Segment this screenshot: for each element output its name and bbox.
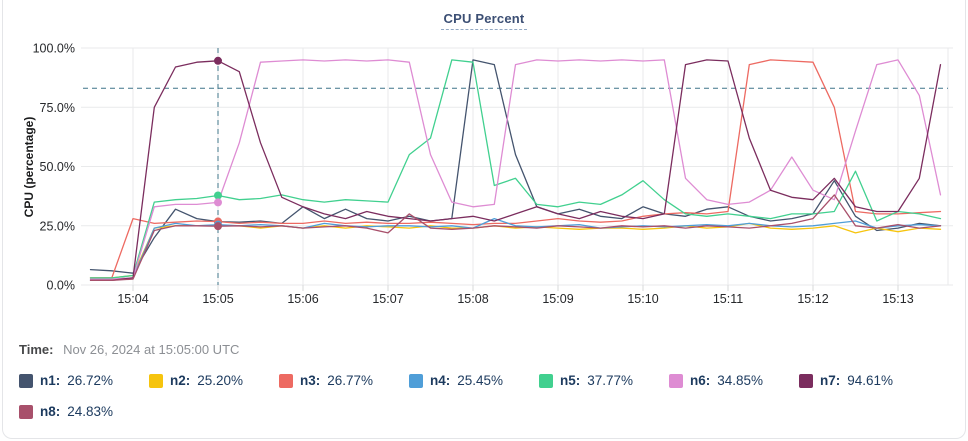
svg-text:15:08: 15:08 (457, 292, 488, 306)
time-value: Nov 26, 2024 at 15:05:00 UTC (63, 342, 240, 357)
crosshair-dot-n8 (214, 222, 222, 231)
legend-item[interactable]: n8: 24.83% (19, 404, 123, 419)
legend-item[interactable]: n6: 34.85% (669, 373, 773, 388)
legend-item[interactable]: n2: 25.20% (149, 373, 253, 388)
legend-swatch-icon (799, 373, 813, 388)
legend-series-name: n5: (560, 373, 581, 388)
svg-text:50.0%: 50.0% (40, 160, 75, 174)
svg-text:75.0%: 75.0% (40, 101, 75, 115)
svg-text:15:09: 15:09 (542, 292, 573, 306)
svg-text:100.0%: 100.0% (33, 42, 75, 56)
svg-text:15:10: 15:10 (627, 292, 658, 306)
title-row: CPU Percent (3, 0, 965, 32)
legend-series-name: n6: (690, 373, 711, 388)
legend-series-name: n4: (430, 373, 451, 388)
crosshair-dot-n7 (214, 56, 222, 65)
svg-text:15:13: 15:13 (882, 292, 913, 306)
svg-text:15:05: 15:05 (202, 292, 233, 306)
legend-series-name: n8: (40, 404, 61, 419)
legend-swatch-icon (19, 373, 33, 388)
legend-swatch-icon (149, 373, 163, 388)
legend-series-value: 37.77% (587, 373, 634, 388)
legend-series-value: 26.72% (67, 373, 114, 388)
crosshair-dot-n5 (214, 191, 222, 200)
crosshair-time-row: Time: Nov 26, 2024 at 15:05:00 UTC (19, 342, 965, 357)
crosshair-dot-n6 (214, 198, 222, 207)
svg-text:15:11: 15:11 (713, 292, 743, 306)
legend-item[interactable]: n1: 26.72% (19, 373, 123, 388)
svg-text:15:07: 15:07 (372, 292, 403, 306)
svg-text:15:04: 15:04 (117, 292, 148, 306)
legend-swatch-icon (409, 373, 423, 388)
legend-swatch-icon (19, 404, 33, 419)
legend-series-value: 24.83% (67, 404, 114, 419)
legend-series-name: n2: (170, 373, 191, 388)
time-label: Time: (19, 342, 54, 357)
legend-series-name: n7: (820, 373, 841, 388)
legend-series-value: 25.20% (197, 373, 244, 388)
legend-item[interactable]: n7: 94.61% (799, 373, 903, 388)
series-line-n8 (89, 194, 942, 281)
legend-item[interactable]: n5: 37.77% (539, 373, 643, 388)
series-line-n1 (89, 59, 942, 274)
series-line-n5 (89, 59, 942, 279)
legend-series-value: 25.45% (457, 373, 504, 388)
svg-text:CPU (percentage): CPU (percentage) (22, 117, 36, 218)
legend-item[interactable]: n3: 26.77% (279, 373, 383, 388)
legend-swatch-icon (669, 373, 683, 388)
legend-series-value: 26.77% (327, 373, 374, 388)
cpu-chart[interactable]: 15:04 15:05 15:06 15:07 15:08 15:09 15:10 15:11… (3, 40, 966, 312)
series-line-n6 (89, 59, 942, 280)
series-line-n7 (89, 59, 942, 281)
svg-text:15:12: 15:12 (797, 292, 828, 306)
legend-series-name: n1: (40, 373, 61, 388)
legend-series-name: n3: (300, 373, 321, 388)
legend: n1: 26.72% n2: 25.20% n3: 26.77% n4: 25.… (19, 373, 949, 419)
series-line-n3 (89, 59, 942, 279)
svg-text:15:06: 15:06 (287, 292, 318, 306)
svg-text:0.0%: 0.0% (47, 279, 76, 293)
legend-series-value: 34.85% (717, 373, 764, 388)
svg-text:25.0%: 25.0% (40, 219, 75, 233)
chart-title[interactable]: CPU Percent (440, 11, 528, 30)
legend-swatch-icon (539, 373, 553, 388)
legend-item[interactable]: n4: 25.45% (409, 373, 513, 388)
legend-series-value: 94.61% (847, 373, 894, 388)
legend-swatch-icon (279, 373, 293, 388)
